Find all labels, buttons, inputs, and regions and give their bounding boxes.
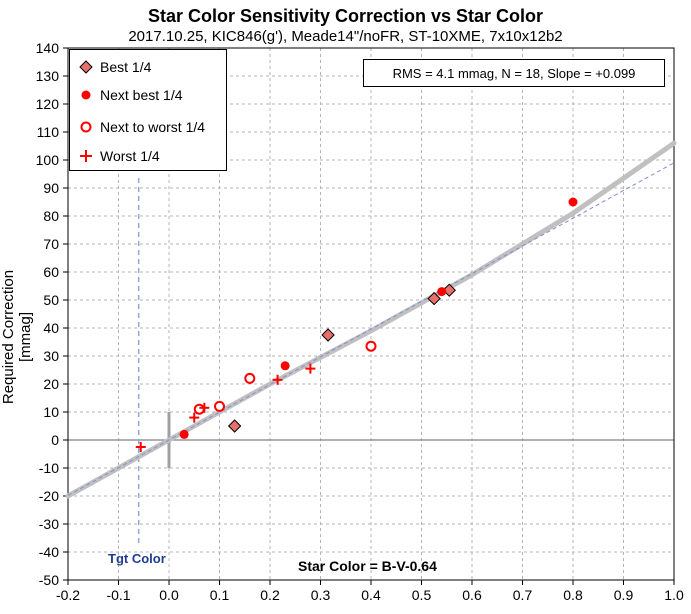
x-tick-label: 0.7 bbox=[513, 587, 533, 603]
y-tick-label: -30 bbox=[39, 516, 59, 532]
open-circle-marker-icon bbox=[80, 121, 92, 133]
target-color-label: Tgt Color bbox=[108, 551, 166, 566]
legend-item-next-to-worst: Next to worst 1/4 bbox=[78, 117, 205, 137]
point-next-to-worst bbox=[193, 403, 205, 415]
x-tick-label: 0.1 bbox=[210, 587, 230, 603]
y-axis-label: Required Correction [mmag] bbox=[0, 269, 34, 405]
point-best bbox=[427, 291, 441, 306]
legend-label-worst: Worst 1/4 bbox=[100, 148, 160, 164]
y-tick-label: 0 bbox=[51, 432, 59, 448]
x-tick-label: 0.8 bbox=[563, 587, 583, 603]
x-axis-label: Star Color = B-V-0.64 bbox=[298, 558, 437, 574]
legend-label-best: Best 1/4 bbox=[100, 59, 152, 75]
y-tick-label: -10 bbox=[39, 460, 59, 476]
x-tick-label: -0.2 bbox=[56, 587, 80, 603]
plus-marker-icon bbox=[80, 150, 92, 162]
y-tick-label: 110 bbox=[37, 124, 60, 140]
y-tick-label: 130 bbox=[36, 68, 60, 84]
x-tick-label: 0.5 bbox=[412, 587, 432, 603]
x-tick-label: 0.4 bbox=[361, 587, 381, 603]
x-tick-label: 0.0 bbox=[159, 587, 179, 603]
y-tick-label: -20 bbox=[39, 488, 59, 504]
legend-label-next-to-worst: Next to worst 1/4 bbox=[100, 119, 206, 135]
point-next-to-worst bbox=[214, 400, 225, 412]
x-tick-label: -0.1 bbox=[106, 587, 130, 603]
y-tick-label: 140 bbox=[36, 40, 60, 56]
y-tick-label: 60 bbox=[43, 264, 59, 280]
chart-subtitle: 2017.10.25, KIC846(g'), Meade14"/noFR, S… bbox=[128, 28, 563, 45]
legend-item-worst: Worst 1/4 bbox=[78, 146, 160, 166]
y-tick-label: 80 bbox=[43, 208, 59, 224]
grid-lines bbox=[68, 48, 674, 580]
y-tick-label: 50 bbox=[43, 292, 59, 308]
y-tick-label: 100 bbox=[36, 152, 60, 168]
legend-item-next-best: Next best 1/4 bbox=[78, 85, 183, 105]
x-tick-label: 1.0 bbox=[664, 587, 684, 603]
x-tick-label: 0.6 bbox=[462, 587, 482, 603]
y-tick-label: 20 bbox=[43, 376, 59, 392]
point-best bbox=[227, 419, 242, 433]
y-tick-label: 40 bbox=[43, 320, 59, 336]
y-tick-label: -50 bbox=[39, 572, 59, 588]
plot-frame bbox=[67, 47, 675, 581]
fit-curves bbox=[65, 140, 677, 499]
point-next-to-worst bbox=[244, 372, 256, 384]
y-tick-label: 30 bbox=[43, 348, 59, 364]
chart-title: Star Color Sensitivity Correction vs Sta… bbox=[147, 6, 544, 26]
x-tick-label: 0.2 bbox=[260, 587, 280, 603]
y-tick-label: -40 bbox=[39, 544, 59, 560]
point-next-to-worst bbox=[365, 340, 377, 352]
point-best bbox=[442, 283, 456, 297]
x-tick-label: 0.3 bbox=[311, 587, 331, 603]
filled-circle-marker-icon bbox=[81, 90, 91, 100]
y-tick-label: 70 bbox=[43, 236, 59, 252]
point-next-best bbox=[437, 287, 447, 297]
legend-label-next-best: Next best 1/4 bbox=[100, 87, 183, 103]
point-next-best bbox=[568, 197, 578, 207]
point-next-best bbox=[179, 429, 189, 439]
diamond-marker-icon bbox=[79, 60, 93, 74]
point-next-best bbox=[280, 361, 290, 371]
tick-labels: -0.2 -0.1 0.0 0.1 0.2 0.3 0.4 0.5 0.6 0.7 0.8 0.9 1.… bbox=[36, 40, 684, 603]
point-best bbox=[321, 328, 335, 342]
y-tick-label: 120 bbox=[36, 96, 60, 112]
x-tick-label: 0.9 bbox=[614, 587, 634, 603]
linear-fit-line bbox=[67, 162, 675, 496]
y-tick-label: 10 bbox=[43, 404, 59, 420]
y-tick-label: 90 bbox=[43, 180, 59, 196]
axes bbox=[63, 47, 675, 585]
legend: Best 1/4 Next best 1/4 Next to worst 1/4… bbox=[69, 49, 227, 171]
legend-item-best: Best 1/4 bbox=[78, 57, 151, 77]
data-points bbox=[135, 197, 578, 452]
stats-box: RMS = 4.1 mmag, N = 18, Slope = +0.099 bbox=[363, 59, 665, 87]
